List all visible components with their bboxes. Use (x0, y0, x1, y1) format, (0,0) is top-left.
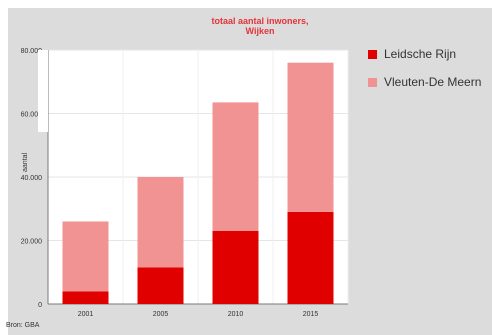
bar-2015-leidsche-rijn (287, 211, 334, 304)
x-tick-label: 2005 (153, 311, 169, 318)
bar-2005-leidsche-rijn (137, 267, 184, 304)
legend-swatch-leidsche-rijn (368, 49, 377, 59)
legend-item-leidsche-rijn: Leidsche Rijn (368, 40, 492, 68)
bar-2005-vleuten-de-meern (137, 177, 184, 268)
legend: Leidsche Rijn Vleuten-De Meern (368, 40, 492, 96)
y-axis-mask (38, 50, 48, 132)
bar-2010-leidsche-rijn (212, 230, 259, 304)
left-white-strip (0, 0, 8, 335)
source-text: Bron: GBA (6, 322, 40, 329)
bar-2015-vleuten-de-meern (287, 62, 334, 212)
y-tick-label: 80.000 (21, 48, 43, 55)
legend-item-vleuten-de-meern: Vleuten-De Meern (368, 68, 492, 96)
y-tick-label: 0 (38, 302, 42, 309)
y-tick-label: 60.000 (21, 112, 43, 119)
legend-swatch-vleuten-de-meern (368, 77, 377, 87)
x-tick-label: 2001 (78, 311, 94, 318)
bar-2001-vleuten-de-meern (62, 221, 109, 292)
x-tick-label: 2010 (228, 311, 244, 318)
y-tick-label: 20.000 (21, 239, 43, 246)
chart-title: totaal aantal inwoners, Wijken (170, 16, 350, 36)
legend-label-leidsche-rijn: Leidsche Rijn (384, 47, 457, 61)
y-tick-label: 40.000 (21, 175, 43, 182)
bar-2001-leidsche-rijn (62, 291, 109, 304)
top-white-strip (0, 0, 492, 8)
x-tick-label: 2015 (303, 311, 319, 318)
legend-label-vleuten-de-meern: Vleuten-De Meern (384, 75, 482, 89)
chart-title-line-2: Wijken (245, 26, 275, 36)
bar-2010-vleuten-de-meern (212, 102, 259, 231)
chart-title-line-1: totaal aantal inwoners, (211, 16, 309, 26)
